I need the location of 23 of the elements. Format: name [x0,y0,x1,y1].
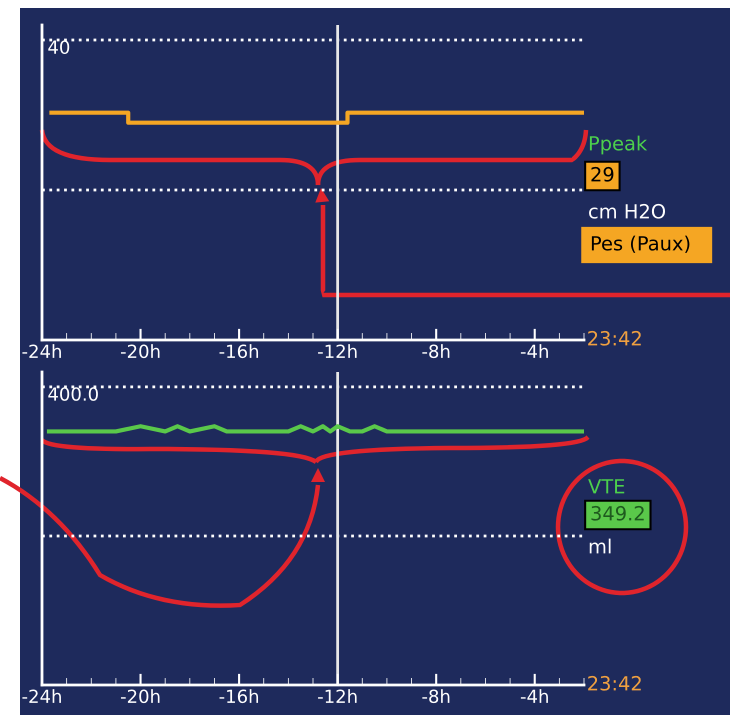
text: cm H2O [589,204,666,219]
text: ml [590,538,611,554]
x-tick-label: -24h [22,689,61,703]
x-tick-label: -12h [318,344,357,358]
x-tick-label: -8h [422,689,450,704]
text: Pes (Paux) [592,236,690,253]
x-tick-label: -4h [520,689,548,703]
x-tick-label: -8h [422,344,450,358]
x-tick-label: -12h [318,689,357,703]
text: 23:42 [588,676,641,691]
text: VTE [588,479,624,494]
x-tick-label: -20h [120,344,160,358]
text: 29 [591,166,614,182]
text: 40 [48,40,70,54]
series-label: Ppeak [590,136,648,154]
text: 23:42 [588,330,641,346]
text: 400.0 [48,387,98,401]
x-tick-label: -20h [120,689,160,704]
text: 349.2 [591,506,644,521]
x-tick-label: -16h [220,689,258,704]
x-tick-label: -16h [220,344,258,358]
x-tick-label: -24h [22,344,61,358]
x-tick-label: -4h [520,344,548,358]
